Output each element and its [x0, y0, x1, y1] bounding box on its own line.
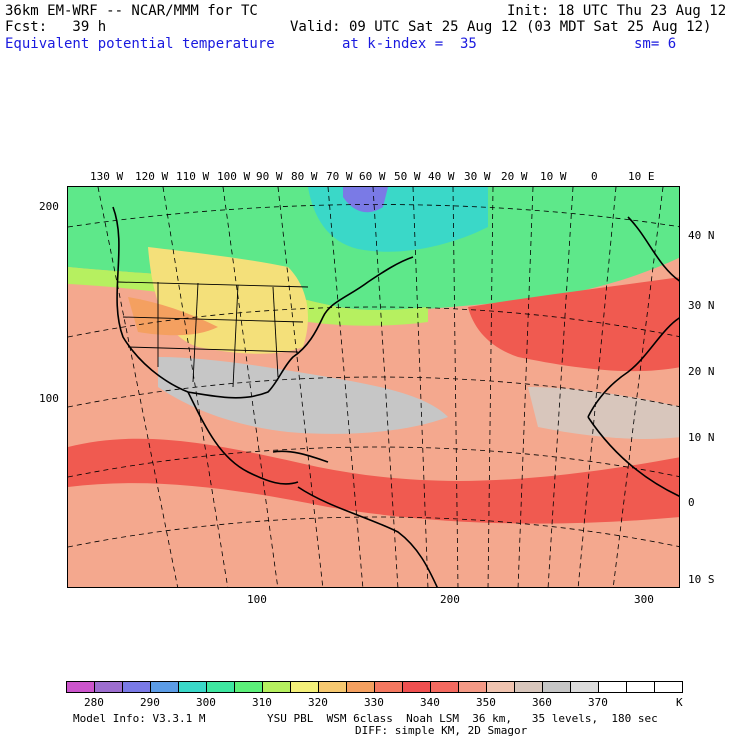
lon-label: 30 W — [464, 170, 491, 183]
lon-label: 10 W — [540, 170, 567, 183]
map-panel — [67, 186, 680, 588]
grid-label-x: 300 — [634, 593, 654, 606]
grid-label-x: 100 — [247, 593, 267, 606]
grid-label-y: 100 — [39, 392, 59, 405]
colorbar-tick-label: 360 — [532, 696, 552, 709]
lon-label: 40 W — [428, 170, 455, 183]
colorbar-swatch — [66, 681, 95, 693]
lon-label: 110 W — [176, 170, 210, 183]
lon-label: 130 W — [90, 170, 124, 183]
lon-label: 70 W — [326, 170, 353, 183]
diffusion-info: DIFF: simple KM, 2D Smagor — [355, 724, 528, 737]
lon-label: 60 W — [359, 170, 386, 183]
lon-label: 0 — [591, 170, 598, 183]
colorbar-tick-label: 310 — [252, 696, 272, 709]
lon-label: 100 W — [217, 170, 251, 183]
lat-label: 0 — [688, 496, 695, 509]
init-time: Init: 18 UTC Thu 23 Aug 12 — [507, 3, 727, 19]
colorbar-swatch — [458, 681, 487, 693]
lon-label: 50 W — [394, 170, 421, 183]
colorbar-tick-label: 340 — [420, 696, 440, 709]
valid-time: Valid: 09 UTC Sat 25 Aug 12 (03 MDT Sat … — [290, 19, 712, 35]
colorbar-swatch — [402, 681, 431, 693]
level-info: at k-index = 35 — [342, 36, 477, 52]
colorbar-swatch — [262, 681, 291, 693]
colorbar-tick-label: 290 — [140, 696, 160, 709]
model-info: Model Info: V3.3.1 M — [73, 712, 206, 725]
colorbar-swatch — [206, 681, 235, 693]
colorbar-swatch — [570, 681, 599, 693]
lon-label: 10 E — [628, 170, 655, 183]
grid-label-x: 200 — [440, 593, 460, 606]
equivalent-potential-temperature-field — [68, 187, 679, 587]
lon-label: 120 W — [135, 170, 169, 183]
physics-info: YSU PBL WSM 6class Noah LSM 36 km, 35 le… — [267, 712, 658, 725]
colorbar-swatch — [430, 681, 459, 693]
field-band-atlantic-red — [468, 277, 679, 372]
field-subtropical-grey — [158, 357, 448, 434]
colorbar-swatch — [318, 681, 347, 693]
colorbar — [66, 681, 683, 693]
colorbar-tick-label: 320 — [308, 696, 328, 709]
colorbar-tick-label: 300 — [196, 696, 216, 709]
lon-label: 80 W — [291, 170, 318, 183]
coastlines — [112, 206, 679, 587]
colorbar-swatch — [290, 681, 319, 693]
lat-label: 40 N — [688, 229, 715, 242]
lon-label: 90 W — [256, 170, 283, 183]
colorbar-swatch — [346, 681, 375, 693]
colorbar-tick-label: 280 — [84, 696, 104, 709]
forecast-hour: Fcst: 39 h — [5, 19, 107, 35]
colorbar-swatch — [178, 681, 207, 693]
lat-label: 30 N — [688, 299, 715, 312]
colorbar-swatch — [234, 681, 263, 693]
field-band-equatorial-red — [68, 438, 679, 524]
colorbar-swatch — [542, 681, 571, 693]
lat-label: 20 N — [688, 365, 715, 378]
grid-label-y: 200 — [39, 200, 59, 213]
smoothing-info: sm= 6 — [634, 36, 677, 52]
model-title: 36km EM-WRF -- NCAR/MMM for TC — [5, 3, 258, 19]
lat-label: 10 N — [688, 431, 715, 444]
colorbar-swatch — [94, 681, 123, 693]
field-name: Equivalent potential temperature — [5, 36, 275, 52]
colorbar-swatch — [150, 681, 179, 693]
colorbar-tick-label: 330 — [364, 696, 384, 709]
colorbar-tick-label: 350 — [476, 696, 496, 709]
colorbar-swatch — [122, 681, 151, 693]
lat-label: 10 S — [688, 573, 715, 586]
colorbar-swatch — [654, 681, 683, 693]
field-grey-east — [528, 387, 679, 439]
colorbar-swatch — [626, 681, 655, 693]
colorbar-swatch — [486, 681, 515, 693]
colorbar-swatch — [514, 681, 543, 693]
lon-label: 20 W — [501, 170, 528, 183]
colorbar-swatch — [374, 681, 403, 693]
political-borders — [117, 281, 309, 388]
colorbar-swatch — [598, 681, 627, 693]
colorbar-unit: K — [676, 696, 683, 709]
colorbar-tick-label: 370 — [588, 696, 608, 709]
field-band-coldest — [343, 187, 388, 213]
